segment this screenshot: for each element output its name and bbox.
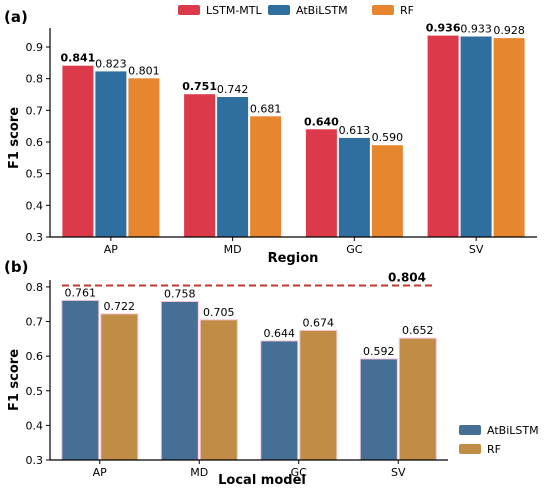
bar-atbilstm-ap: [61, 299, 100, 461]
reference-line-label: 0.804: [388, 271, 426, 285]
bar-rf-sv: [493, 38, 525, 237]
y-tick-label: 0.8: [26, 281, 44, 294]
panel-b-y-axis-title: F1 score: [7, 349, 22, 411]
data-label-atbilstm-sv: 0.933: [460, 23, 492, 36]
legend-label-atbilstm: AtBiLSTM: [487, 424, 539, 437]
data-label-rf-gc: 0.674: [303, 317, 335, 330]
y-tick-label: 0.7: [26, 316, 44, 329]
y-tick-label: 0.3: [26, 454, 44, 467]
panel-b: (b) 0.7610.7220.7580.7050.6440.6740.5920…: [4, 258, 539, 488]
x-tick-label-sv: SV: [469, 243, 484, 256]
y-tick-label: 0.3: [26, 231, 44, 244]
x-tick-label-md: MD: [224, 243, 242, 256]
panel-a: (a) LSTM-MTL AtBiLSTM RF 0.841 0.8230.8010.…: [4, 4, 537, 266]
panel-b-reference-line: 0.804: [62, 271, 434, 287]
panel-b-legend: AtBiLSTM RF: [459, 424, 539, 456]
legend-swatch-rf: [459, 444, 481, 454]
bar-atbilstm-md: [217, 97, 249, 237]
data-label-rf-ap: 0.722: [104, 300, 136, 313]
panel-b-bars: 0.761 0.722 0.758 0.705 0.644 0.674 0.592 0.652: [61, 286, 437, 461]
x-tick-label-ap: AP: [104, 243, 119, 256]
bar-rf-ap: [100, 313, 139, 461]
panel-a-y-axis-title: F1 score: [7, 107, 22, 169]
data-label-rf-ap: 0.801: [128, 64, 160, 77]
legend-label-atbilstm: AtBiLSTM: [296, 4, 348, 17]
data-label-atbilstm-md: 0.742: [217, 83, 249, 96]
bar-atbilstm-ap: [95, 71, 127, 238]
bar-rf-md: [199, 319, 238, 461]
bar-rf-ap: [128, 78, 160, 237]
legend-swatch-atbilstm: [268, 5, 290, 15]
legend-swatch-rf: [372, 5, 394, 15]
y-tick-label: 0.9: [26, 41, 44, 54]
y-tick-label: 0.7: [26, 104, 44, 117]
bar-lstm-mtl-md: [184, 94, 216, 237]
bar-rf-md: [250, 116, 282, 237]
bar-rf-gc: [299, 330, 338, 461]
data-label-rf-md: 0.681: [250, 102, 282, 115]
y-tick-label: 0.6: [26, 350, 44, 363]
y-tick-label: 0.8: [26, 73, 44, 86]
y-tick-label: 0.5: [26, 385, 44, 398]
legend-label-rf: RF: [487, 443, 501, 456]
panel-a-legend: LSTM-MTL AtBiLSTM RF: [178, 4, 414, 17]
y-tick-label: 0.6: [26, 136, 44, 149]
data-label-lstm-mtl-gc: 0.640: [304, 115, 339, 128]
bar-atbilstm-gc: [260, 340, 299, 461]
data-label-rf-md: 0.705: [203, 306, 235, 319]
data-label-rf-sv: 0.652: [402, 324, 434, 337]
bar-rf-gc: [371, 145, 403, 237]
legend-swatch-lstm-mtl: [178, 5, 200, 15]
legend-label-rf: RF: [400, 4, 414, 17]
x-tick-label-sv: SV: [391, 466, 406, 479]
bar-lstm-mtl-sv: [427, 35, 459, 237]
bar-lstm-mtl-gc: [305, 129, 337, 237]
panel-a-axes: AP MD GC SV 0.3 0.4 0.5 0.6 0.7 0.8 0.9: [26, 28, 537, 256]
x-tick-label-ap: AP: [93, 466, 108, 479]
legend-label-lstm-mtl: LSTM-MTL: [206, 4, 263, 17]
data-label-atbilstm-sv: 0.592: [363, 345, 395, 358]
data-label-atbilstm-ap: 0.823: [95, 57, 127, 70]
panel-b-axes: AP MD GC SV 0.3 0.4 0.5 0.6 0.7 0.8: [26, 280, 448, 479]
bar-lstm-mtl-ap: [62, 65, 94, 237]
bar-atbilstm-gc: [338, 137, 370, 237]
x-tick-label-gc: GC: [346, 243, 363, 256]
data-label-lstm-mtl-ap: 0.841: [61, 52, 96, 65]
bar-atbilstm-md: [160, 301, 199, 461]
data-label-lstm-mtl-sv: 0.936: [426, 22, 461, 35]
y-tick-label: 0.4: [26, 199, 44, 212]
data-label-atbilstm-md: 0.758: [164, 288, 196, 301]
y-tick-label: 0.5: [26, 168, 44, 181]
panel-b-x-axis-title: Local model: [218, 473, 306, 488]
y-tick-label: 0.4: [26, 419, 44, 432]
panel-a-label: (a): [4, 8, 28, 26]
x-tick-label-gc: GC: [291, 466, 308, 479]
bar-atbilstm-sv: [460, 36, 492, 237]
bar-rf-sv: [398, 337, 437, 461]
data-label-atbilstm-gc: 0.613: [339, 124, 371, 137]
data-label-atbilstm-ap: 0.761: [65, 286, 97, 299]
data-label-lstm-mtl-md: 0.751: [182, 80, 217, 93]
panel-a-x-axis-title: Region: [268, 251, 319, 266]
panel-b-label: (b): [4, 258, 28, 276]
bar-atbilstm-sv: [359, 358, 398, 461]
x-tick-label-md: MD: [190, 466, 208, 479]
legend-swatch-atbilstm: [459, 425, 481, 435]
data-label-rf-sv: 0.928: [493, 24, 525, 37]
data-label-rf-gc: 0.590: [372, 131, 404, 144]
data-label-atbilstm-gc: 0.644: [264, 327, 296, 340]
